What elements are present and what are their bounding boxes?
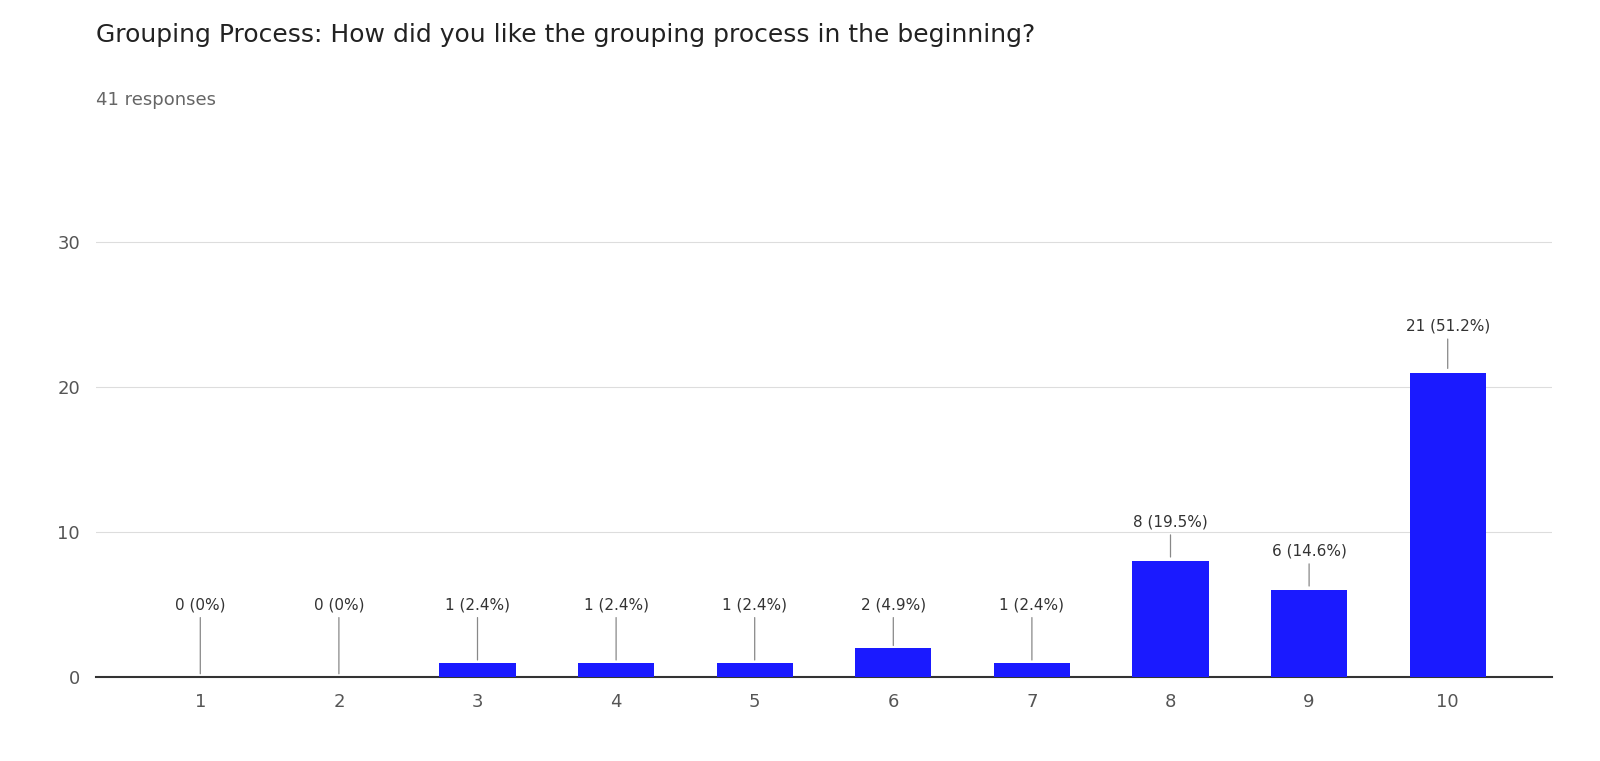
Bar	[1270, 591, 1347, 677]
Text: 1 (2.4%): 1 (2.4%)	[584, 597, 648, 660]
Bar	[717, 663, 794, 677]
Text: 8 (19.5%): 8 (19.5%)	[1133, 514, 1208, 557]
Text: 21 (51.2%): 21 (51.2%)	[1405, 319, 1490, 368]
Text: 2 (4.9%): 2 (4.9%)	[861, 597, 926, 645]
Bar	[440, 663, 515, 677]
Bar	[994, 663, 1070, 677]
Text: 1 (2.4%): 1 (2.4%)	[1000, 597, 1064, 660]
Text: 6 (14.6%): 6 (14.6%)	[1272, 543, 1347, 586]
Bar	[1410, 373, 1486, 677]
Text: Grouping Process: How did you like the grouping process in the beginning?: Grouping Process: How did you like the g…	[96, 23, 1035, 47]
Bar	[1133, 562, 1208, 677]
Text: 0 (0%): 0 (0%)	[314, 597, 365, 673]
Bar	[854, 648, 931, 677]
Text: 1 (2.4%): 1 (2.4%)	[722, 597, 787, 660]
Text: 0 (0%): 0 (0%)	[174, 597, 226, 673]
Bar	[578, 663, 654, 677]
Text: 41 responses: 41 responses	[96, 91, 216, 110]
Text: 1 (2.4%): 1 (2.4%)	[445, 597, 510, 660]
